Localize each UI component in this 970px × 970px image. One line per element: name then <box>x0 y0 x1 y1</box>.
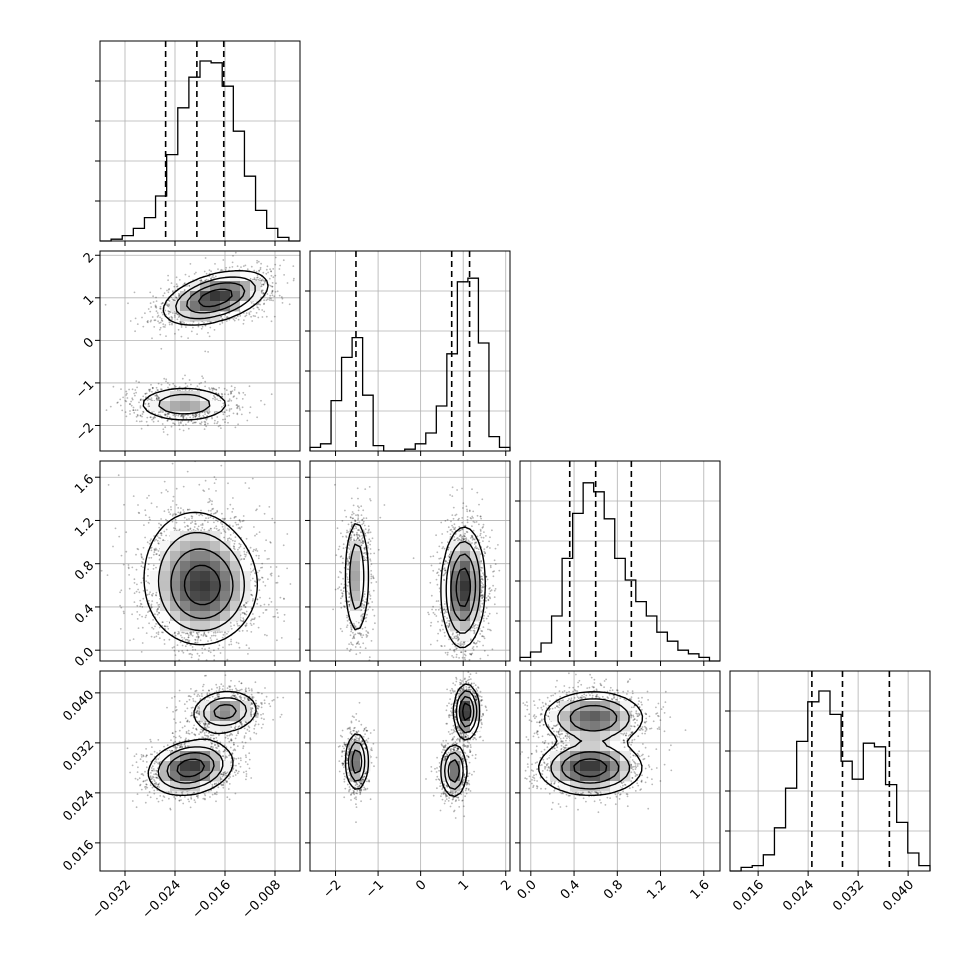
grid <box>310 251 510 451</box>
contour-line <box>561 704 620 784</box>
contour-line <box>157 697 248 790</box>
x-tick-label: 1 <box>456 877 472 893</box>
density-panel <box>305 670 511 876</box>
density-panel <box>95 670 301 876</box>
histogram-step <box>730 690 931 872</box>
panel-frame <box>99 460 301 662</box>
x-tick-label: 0.016 <box>730 877 767 914</box>
histogram-step <box>309 277 511 452</box>
contour-line <box>157 531 246 632</box>
scatter-points <box>126 674 285 811</box>
contour-line <box>347 690 478 790</box>
x-tick-label: −0.024 <box>139 877 184 922</box>
panel-frame <box>519 670 721 872</box>
y-tick-label: 0 <box>81 335 97 351</box>
y-tick-label: −2 <box>73 420 97 444</box>
panel-frame <box>729 670 931 872</box>
contour-lines <box>537 691 644 797</box>
panel-frame <box>309 670 511 872</box>
y-tick-label: 1.6 <box>72 472 97 497</box>
y-tick-label: 1 <box>81 293 97 309</box>
panel-frame <box>99 670 301 872</box>
contour-line <box>450 553 477 622</box>
density-panel <box>95 460 301 666</box>
x-tick-label: 0 <box>413 877 429 893</box>
panel-frame <box>519 460 721 662</box>
density-panel <box>95 250 301 456</box>
x-tick-label: −0.016 <box>189 877 234 922</box>
y-tick-label: 0.4 <box>72 602 97 627</box>
y-tick-label: −1 <box>73 378 97 402</box>
x-tick-label: −0.032 <box>89 877 134 922</box>
contour-line <box>186 282 246 314</box>
x-tick-label: −2 <box>320 877 344 901</box>
x-tick-label: 0.032 <box>830 877 867 914</box>
contour-line <box>462 702 472 721</box>
density-cells <box>160 691 251 792</box>
density-cells <box>150 531 251 632</box>
contour-line <box>147 690 257 797</box>
x-tick-label: 0.024 <box>780 877 817 914</box>
density-panel <box>305 460 511 666</box>
y-tick-label: 0.016 <box>60 838 97 875</box>
x-tick-label: 0.4 <box>558 877 583 902</box>
contour-line <box>170 548 234 620</box>
x-tick-label: 0.040 <box>880 877 917 914</box>
grid <box>100 41 300 241</box>
contour-lines <box>142 269 269 421</box>
x-tick-label: 0.8 <box>601 877 626 902</box>
x-tick-label: 0.0 <box>515 877 540 902</box>
contour-lines <box>143 511 259 646</box>
contour-line <box>166 703 237 784</box>
panel-frame <box>309 250 511 452</box>
histogram-step <box>100 60 300 242</box>
contour-line <box>349 540 481 634</box>
contour-line <box>183 564 221 606</box>
contour-line <box>344 683 481 798</box>
y-tick-label: 1.2 <box>72 515 97 540</box>
contour-line <box>455 567 472 608</box>
density-panel <box>515 670 721 876</box>
x-tick-label: 1.2 <box>644 877 669 902</box>
y-tick-label: 0.0 <box>72 645 97 670</box>
x-tick-label: 1.6 <box>688 877 713 902</box>
x-tick-label: 2 <box>498 877 514 893</box>
contour-line <box>351 695 475 783</box>
contour-line <box>550 698 631 790</box>
contour-lines <box>344 523 486 649</box>
y-tick-label: 0.024 <box>60 788 97 825</box>
panel-frame <box>99 250 301 452</box>
y-tick-label: 0.8 <box>72 558 97 583</box>
y-tick-label: 2 <box>81 250 97 266</box>
x-tick-label: −0.008 <box>239 877 284 922</box>
contour-line <box>176 758 205 778</box>
histogram-panel <box>515 460 721 666</box>
contour-line <box>537 691 644 797</box>
y-tick-label: 0.040 <box>60 688 97 725</box>
contour-line <box>198 288 233 308</box>
contour-lines <box>147 690 257 797</box>
contour-lines <box>344 683 481 798</box>
density-cells <box>350 691 481 792</box>
panel-frame <box>309 460 511 662</box>
contour-line <box>143 511 259 646</box>
contour-line <box>344 523 486 649</box>
density-cells <box>550 701 631 792</box>
histogram-panel <box>725 670 931 876</box>
y-tick-label: 0.032 <box>60 738 97 775</box>
contour-line <box>573 758 608 778</box>
histogram-panel <box>95 40 301 246</box>
contour-line <box>158 276 256 415</box>
panel-frame <box>99 40 301 242</box>
histogram-step <box>519 482 720 662</box>
histogram-panel <box>305 250 511 456</box>
grid <box>100 251 300 451</box>
contour-line <box>142 269 269 421</box>
x-tick-label: −1 <box>363 877 387 901</box>
grid <box>520 461 720 661</box>
